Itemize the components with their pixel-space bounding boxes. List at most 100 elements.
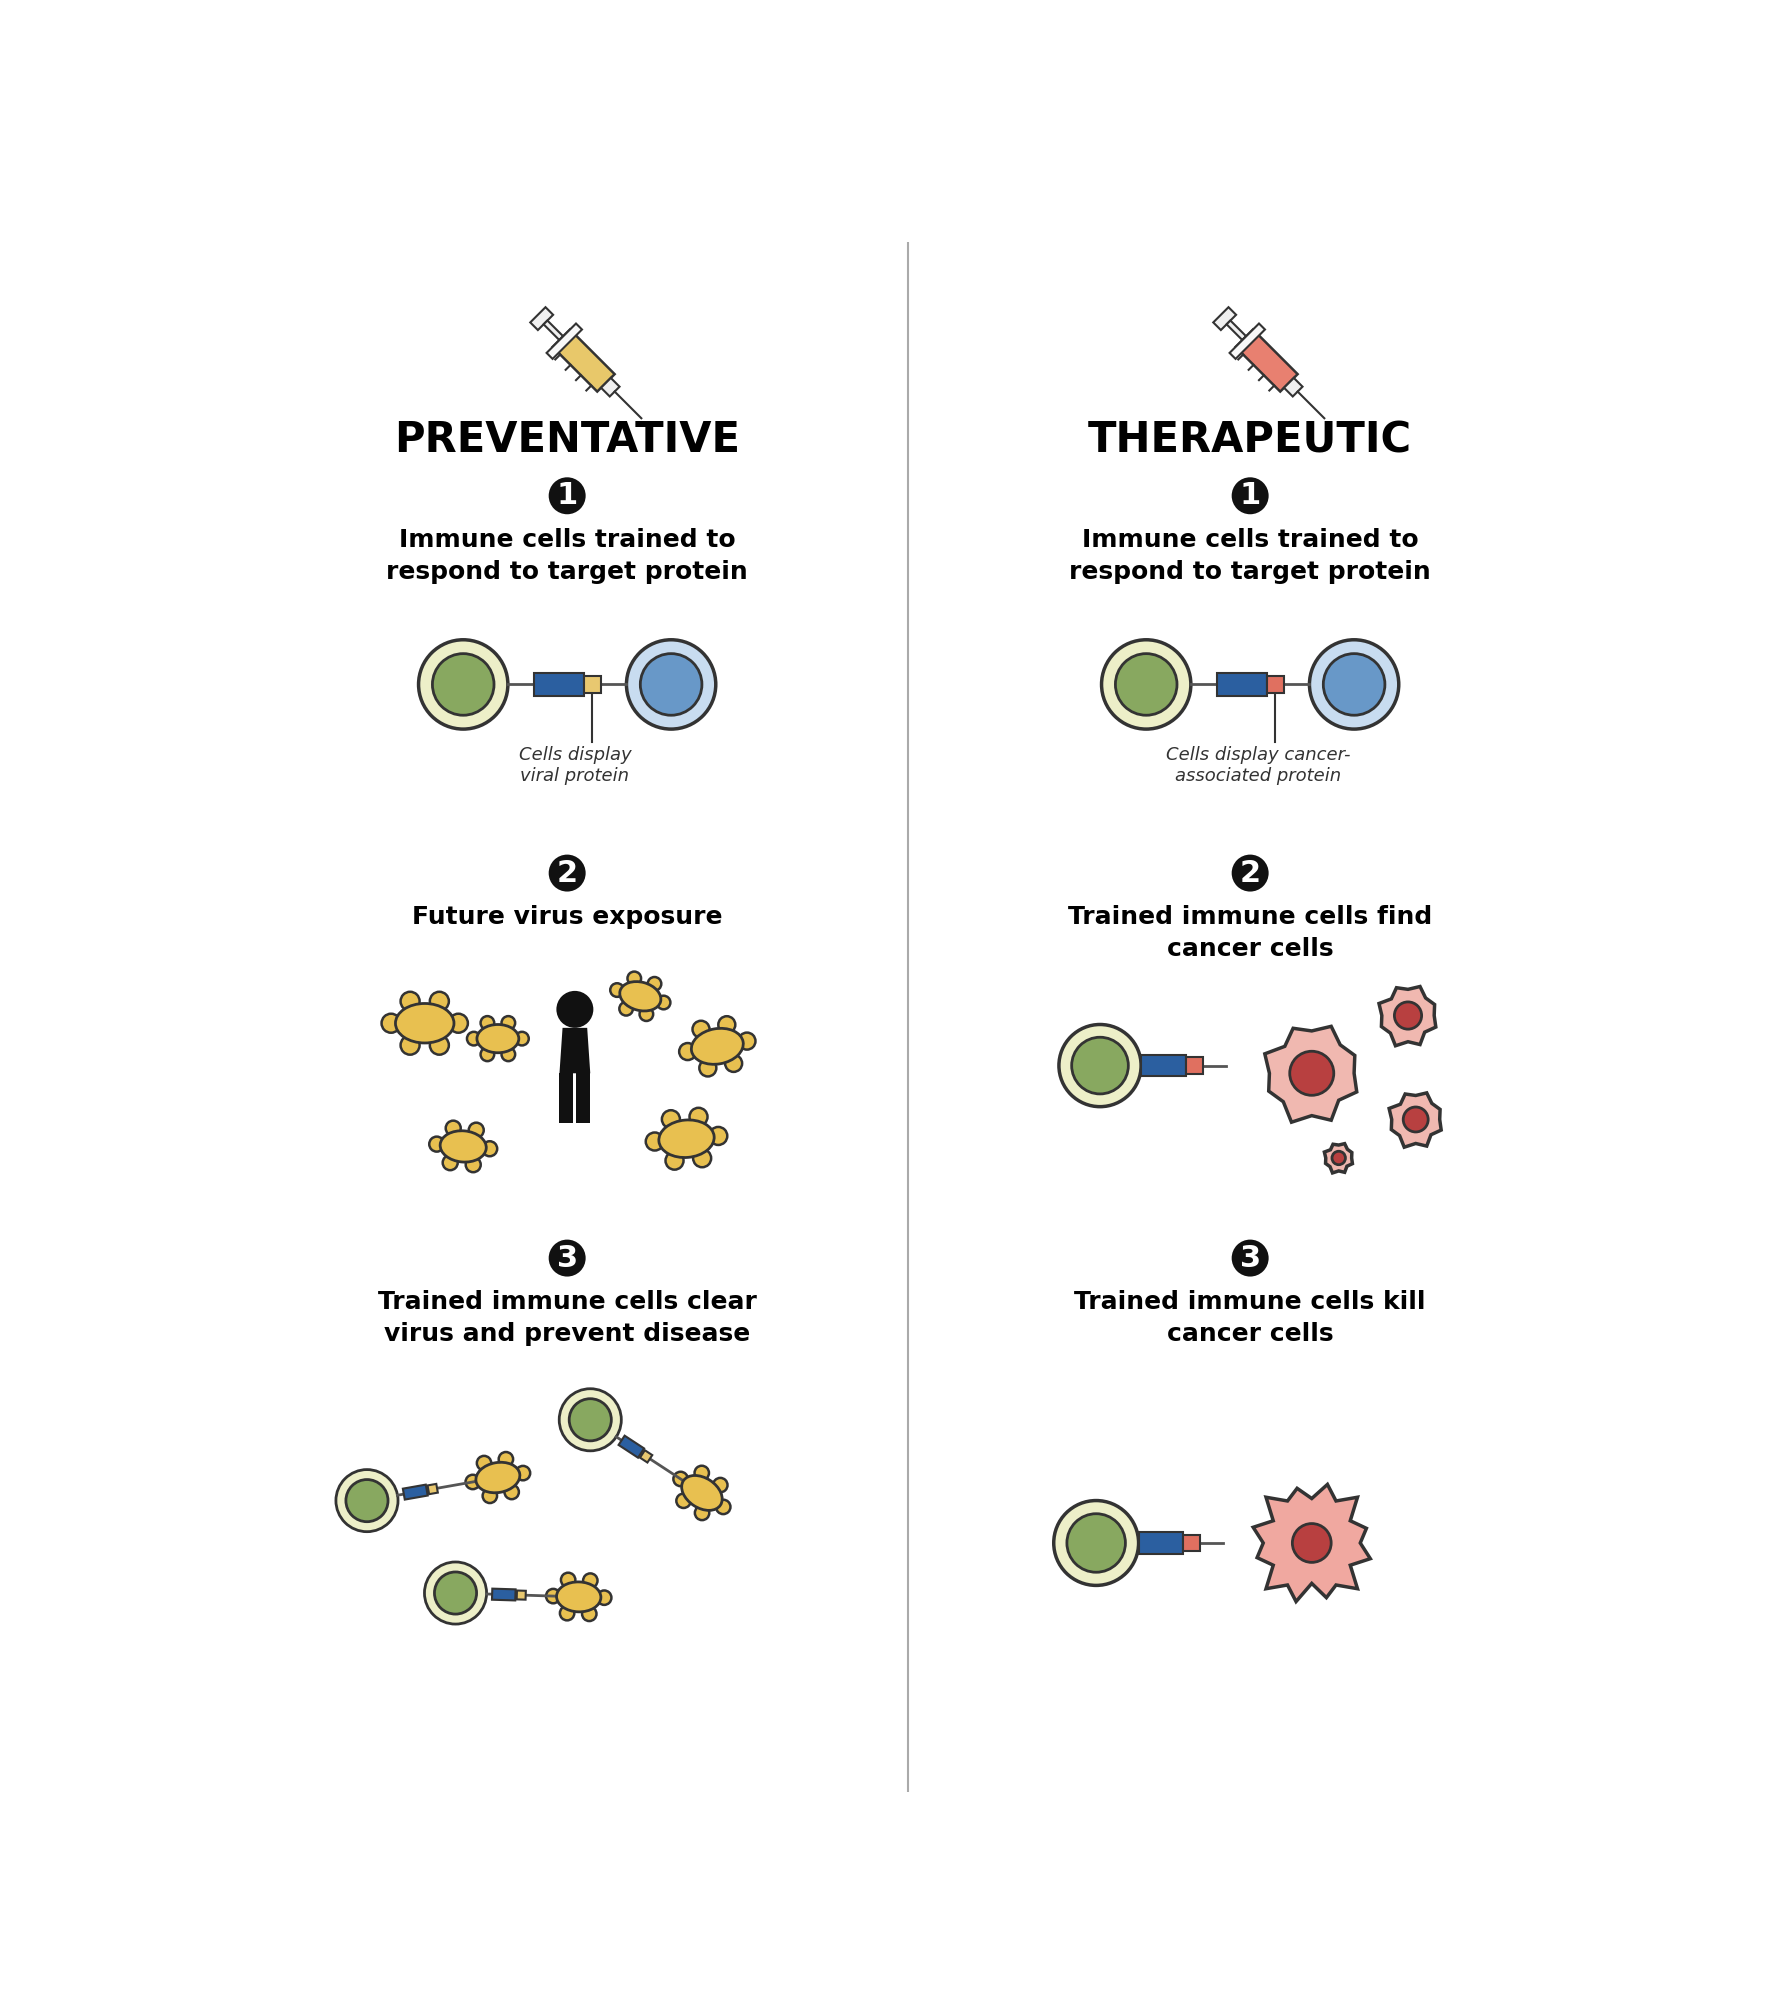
Bar [1186,1057,1202,1073]
Circle shape [1394,1001,1422,1029]
Circle shape [1115,655,1177,715]
Polygon shape [1230,324,1264,358]
Circle shape [466,1031,480,1045]
Polygon shape [491,1589,516,1601]
Circle shape [401,1035,420,1055]
Circle shape [477,1456,491,1470]
Circle shape [560,1605,574,1621]
Circle shape [693,1021,709,1037]
Circle shape [718,1017,736,1033]
Circle shape [502,1047,516,1061]
Circle shape [1289,1051,1333,1096]
Text: 3: 3 [1239,1243,1261,1273]
Polygon shape [1213,308,1236,330]
Polygon shape [544,320,564,340]
Ellipse shape [681,1476,722,1510]
Circle shape [695,1506,709,1521]
Circle shape [1067,1515,1126,1573]
Circle shape [429,1136,445,1152]
Circle shape [1101,640,1191,729]
Circle shape [498,1452,512,1466]
Text: 1: 1 [557,481,578,510]
Bar [1183,1535,1200,1551]
Ellipse shape [691,1029,743,1063]
Circle shape [502,1017,516,1029]
Circle shape [1293,1523,1332,1563]
Circle shape [548,477,585,514]
Polygon shape [1264,1027,1356,1122]
Circle shape [699,1059,716,1075]
Circle shape [739,1033,755,1049]
Circle shape [335,1470,397,1533]
Circle shape [1058,1025,1142,1106]
Polygon shape [1388,1094,1441,1148]
Bar [1266,677,1284,693]
Bar [1142,1055,1186,1075]
Text: Trained immune cells find
cancer cells: Trained immune cells find cancer cells [1067,906,1433,961]
Circle shape [640,655,702,715]
Circle shape [640,1007,652,1021]
Ellipse shape [660,1120,715,1158]
Circle shape [569,1398,612,1440]
Circle shape [725,1055,743,1071]
Circle shape [661,1110,679,1128]
Circle shape [516,1031,528,1045]
Ellipse shape [395,1003,454,1043]
Circle shape [598,1591,612,1605]
Circle shape [466,1158,480,1172]
Ellipse shape [621,981,661,1011]
Circle shape [713,1478,727,1492]
Circle shape [548,1239,585,1277]
Text: Trained immune cells kill
cancer cells: Trained immune cells kill cancer cells [1074,1291,1425,1345]
Text: 2: 2 [1239,858,1261,888]
Circle shape [429,1035,449,1055]
Polygon shape [1227,320,1246,340]
Circle shape [424,1563,486,1623]
Circle shape [505,1484,519,1498]
Text: 2: 2 [557,858,578,888]
Polygon shape [601,379,619,397]
Polygon shape [1254,1484,1371,1601]
Circle shape [665,1152,684,1170]
Circle shape [516,1466,530,1480]
Circle shape [548,854,585,892]
Circle shape [468,1122,484,1138]
Text: 1: 1 [1239,481,1261,510]
Circle shape [1332,1152,1346,1164]
Circle shape [480,1017,495,1029]
Circle shape [709,1128,727,1146]
Circle shape [445,1120,461,1136]
Ellipse shape [440,1130,486,1162]
Circle shape [381,1013,401,1033]
Polygon shape [1379,987,1436,1045]
Polygon shape [427,1484,438,1494]
Circle shape [647,977,661,991]
Ellipse shape [557,1581,601,1611]
Bar [1216,673,1266,697]
Circle shape [418,640,507,729]
Circle shape [583,1573,598,1587]
Polygon shape [560,1073,573,1124]
Polygon shape [530,308,553,330]
Circle shape [449,1013,468,1033]
Polygon shape [619,1436,644,1458]
Circle shape [676,1494,691,1508]
Polygon shape [1284,379,1303,397]
Polygon shape [546,324,582,358]
Circle shape [679,1043,697,1059]
Circle shape [656,995,670,1009]
Bar [534,673,583,697]
Circle shape [429,991,449,1011]
Circle shape [482,1488,496,1502]
Circle shape [433,655,495,715]
Circle shape [582,1607,596,1621]
Bar [1138,1533,1183,1553]
Text: Cells display cancer-
associated protein: Cells display cancer- associated protein [1165,745,1349,785]
Circle shape [619,1001,633,1015]
Text: Immune cells trained to
respond to target protein: Immune cells trained to respond to targe… [1069,528,1431,584]
Text: Future virus exposure: Future virus exposure [411,906,722,928]
Polygon shape [553,330,615,391]
Circle shape [480,1047,495,1061]
Circle shape [1323,655,1385,715]
Text: Immune cells trained to
respond to target protein: Immune cells trained to respond to targe… [387,528,748,584]
